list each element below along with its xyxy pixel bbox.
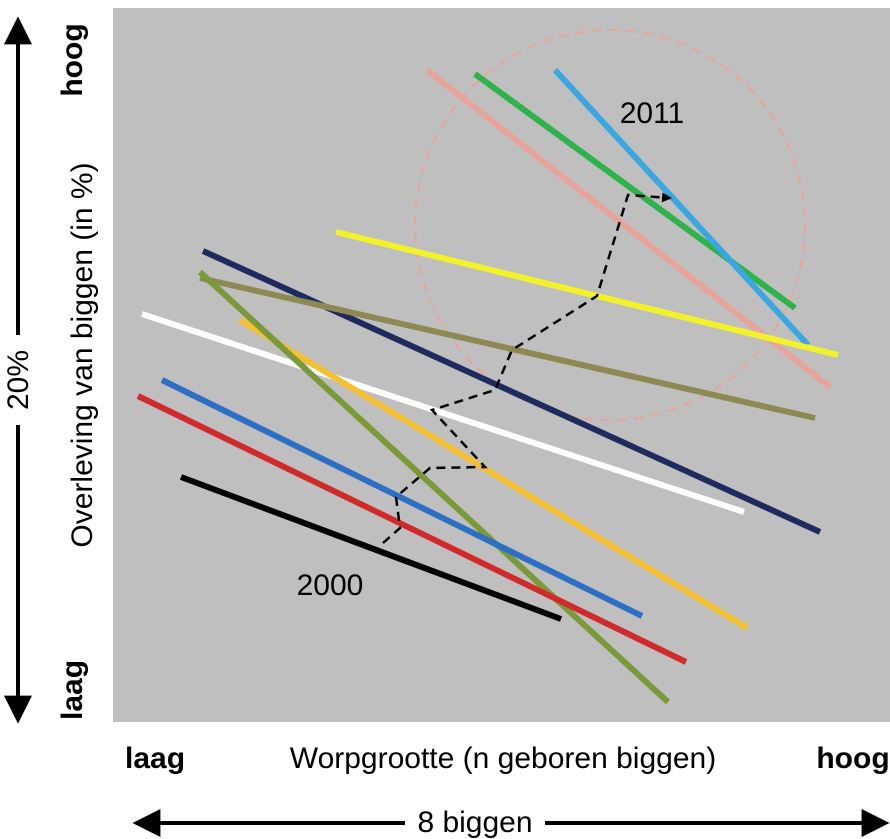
trend-line xyxy=(552,67,811,348)
progress-path xyxy=(382,192,672,544)
label-background xyxy=(4,335,32,425)
trend-line xyxy=(179,474,563,622)
x-high-label: hoog xyxy=(816,742,889,775)
highlight-circle xyxy=(414,29,806,421)
trend-line xyxy=(199,275,816,421)
y-span-label: 20% xyxy=(2,350,35,410)
x-span-label: 8 biggen xyxy=(417,806,532,839)
trend-line xyxy=(141,311,745,515)
trend-line xyxy=(136,393,688,665)
year-label: 2011 xyxy=(620,97,685,130)
x-low-label: laag xyxy=(125,742,185,775)
plot-panel xyxy=(113,8,890,722)
year-label: 2000 xyxy=(297,569,364,602)
trend-line xyxy=(238,317,749,631)
y-low-label: laag xyxy=(56,660,89,720)
trend-line xyxy=(160,377,644,619)
trend-lines xyxy=(136,67,839,705)
trend-line xyxy=(335,229,839,358)
label-background xyxy=(405,806,545,839)
y-axis-title: Overleving van biggen (in %) xyxy=(66,162,99,547)
y-high-label: hoog xyxy=(56,23,89,96)
trend-line xyxy=(201,248,822,535)
x-axis-title: Worpgrootte (n geboren biggen) xyxy=(290,742,716,775)
trend-line xyxy=(197,269,671,705)
